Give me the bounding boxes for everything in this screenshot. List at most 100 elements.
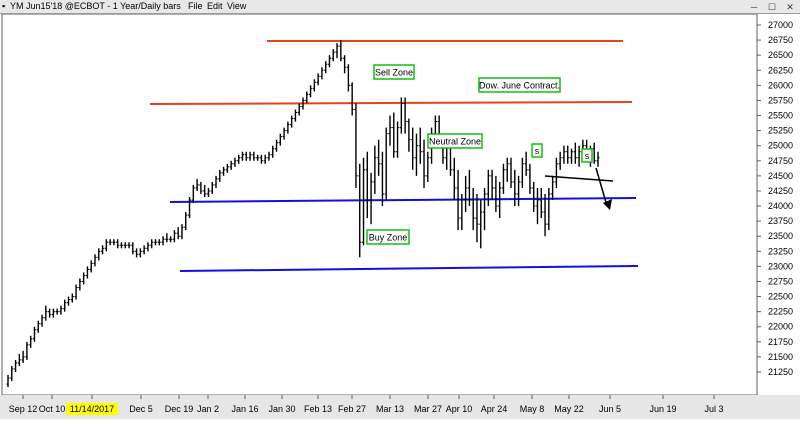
ohlc-bar — [176, 227, 180, 240]
ohlc-bar — [29, 335, 33, 348]
maximize-icon[interactable]: ☐ — [767, 1, 777, 12]
ohlc-bar — [316, 73, 320, 86]
ohlc-bar — [501, 163, 506, 194]
menu-view[interactable]: View — [227, 1, 247, 11]
ohlc-bar — [142, 245, 146, 255]
ohlc-bar — [6, 375, 10, 388]
ohlc-bar — [203, 184, 207, 197]
ohlc-bar — [361, 157, 366, 246]
ohlc-bar — [494, 175, 498, 213]
ohlc-bar — [240, 151, 245, 161]
x-tick-label: Jan 2 — [197, 404, 219, 414]
ohlc-bar — [25, 341, 29, 360]
ohlc-bar — [161, 236, 165, 246]
ohlc-bar — [119, 242, 124, 249]
x-tick-label: Apr 24 — [481, 404, 508, 414]
y-tick-label: 23750 — [768, 216, 793, 226]
x-tick-label: Feb 27 — [338, 404, 366, 414]
ohlc-bar — [460, 193, 464, 231]
ohlc-bar — [479, 200, 483, 249]
menu-edit[interactable]: Edit — [207, 1, 223, 11]
close-icon[interactable]: ✕ — [786, 1, 794, 12]
ohlc-bar — [150, 239, 154, 249]
annotation-sell-zone: Sell Zone — [373, 64, 415, 80]
ohlc-bar — [248, 151, 252, 161]
ohlc-bar — [551, 175, 555, 201]
ohlc-bar — [403, 97, 407, 134]
ohlc-bar — [172, 230, 177, 243]
ohlc-bar — [543, 193, 547, 237]
y-tick-label: 24500 — [768, 171, 793, 181]
menu-file[interactable]: File — [188, 1, 203, 11]
ohlc-bar — [516, 175, 521, 207]
ohlc-bar — [184, 212, 188, 231]
ohlc-bar — [577, 145, 581, 167]
y-tick-label: 21500 — [768, 352, 793, 362]
x-axis-area — [0, 395, 800, 419]
ohlc-bar — [252, 151, 256, 161]
price-chart: 21250 21500 21750 22000 22250 22500 22750 23000… — [0, 13, 800, 419]
ohlc-bar — [10, 365, 14, 382]
x-tick-label: May 22 — [554, 404, 584, 414]
x-tick-label: Dec 5 — [129, 404, 153, 414]
annotation-buy-zone-text: Buy Zone — [369, 233, 408, 243]
ohlc-bar — [346, 64, 350, 92]
minimize-icon[interactable]: ─ — [750, 1, 758, 12]
y-tick-label: 23250 — [768, 246, 793, 256]
y-tick-label: 23000 — [768, 261, 793, 271]
ohlc-bar — [21, 350, 25, 363]
ohlc-bar — [40, 314, 44, 327]
ohlc-bar — [51, 308, 55, 318]
ohlc-bar — [547, 187, 551, 231]
ohlc-bar — [380, 151, 385, 207]
ohlc-bar — [365, 151, 369, 219]
x-tick-label: Jun 5 — [599, 404, 621, 414]
title-bar: ▪ YM Jun15'18 @ECBOT - 1 Year/Daily bars… — [0, 0, 800, 14]
ohlc-bar — [134, 248, 139, 258]
ohlc-bar — [335, 43, 339, 59]
annotation-neutral-zone: Neutral Zone — [427, 133, 483, 149]
ohlc-bar — [573, 142, 577, 164]
ohlc-bar — [554, 157, 558, 188]
x-tick-label: Jun 19 — [649, 404, 676, 414]
ohlc-bar — [532, 181, 536, 213]
price-chart-svg: 21250 21500 21750 22000 22250 22500 22750 23000… — [0, 13, 800, 419]
ohlc-bar — [528, 163, 532, 194]
y-tick-label: 26250 — [768, 65, 793, 75]
ohlc-bar — [426, 151, 430, 182]
y-tick-label: 27000 — [768, 20, 793, 30]
annotation-dow-june-contract-text: Dow. June Contract. — [479, 81, 560, 91]
annotation-buy-zone: Buy Zone — [366, 229, 410, 245]
ohlc-bar — [373, 145, 377, 194]
ohlc-bar — [566, 145, 570, 164]
ohlc-bar — [13, 359, 18, 372]
short-term-support-line — [544, 175, 614, 182]
ohlc-bar — [169, 236, 173, 243]
ohlc-bar — [301, 97, 305, 110]
ohlc-bar — [44, 305, 48, 321]
app-icon: ▪ — [2, 1, 6, 11]
ohlc-bar — [256, 154, 260, 161]
ohlc-bar — [358, 163, 362, 258]
ohlc-bar — [562, 145, 566, 164]
ohlc-bar — [392, 112, 396, 158]
ohlc-bar — [267, 151, 271, 161]
ohlc-bar — [131, 242, 135, 255]
x-axis-ticks: Sep 12 Oct 10 11/14/2017 Dec 5 Dec 19 Jan 2 Ja… — [9, 395, 724, 415]
ohlc-bar — [486, 169, 490, 207]
ohlc-bar — [354, 103, 358, 188]
ohlc-bar — [411, 127, 415, 170]
ohlc-bar — [127, 242, 131, 249]
ohlc-bar — [558, 151, 562, 170]
ohlc-bar — [191, 184, 195, 204]
ohlc-bar — [535, 187, 540, 225]
ohlc-bar — [17, 353, 21, 366]
ohlc-bar — [312, 79, 316, 92]
resistance-line-sell-zone — [149, 101, 633, 105]
ohlc-bar — [221, 166, 226, 176]
ohlc-bar — [475, 193, 479, 243]
ohlc-bar — [146, 242, 150, 252]
x-tick-label: Jul 3 — [704, 404, 723, 414]
x-tick-label: Oct 10 — [39, 404, 66, 414]
